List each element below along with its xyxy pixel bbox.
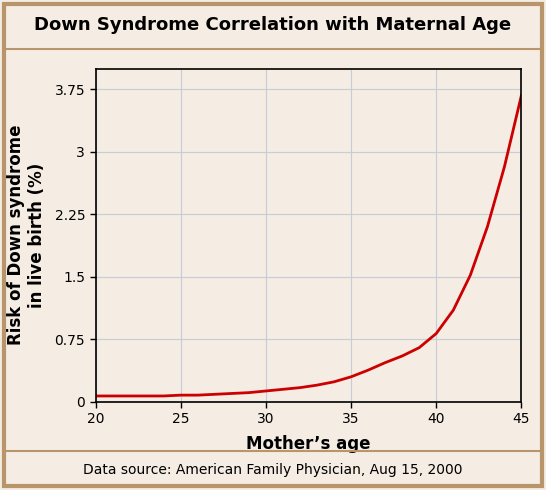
- Text: Data source: American Family Physician, Aug 15, 2000: Data source: American Family Physician, …: [83, 464, 463, 477]
- Text: Down Syndrome Correlation with Maternal Age: Down Syndrome Correlation with Maternal …: [34, 17, 512, 34]
- Y-axis label: Risk of Down syndrome
in live birth (%): Risk of Down syndrome in live birth (%): [8, 125, 46, 345]
- X-axis label: Mother’s age: Mother’s age: [246, 435, 371, 453]
